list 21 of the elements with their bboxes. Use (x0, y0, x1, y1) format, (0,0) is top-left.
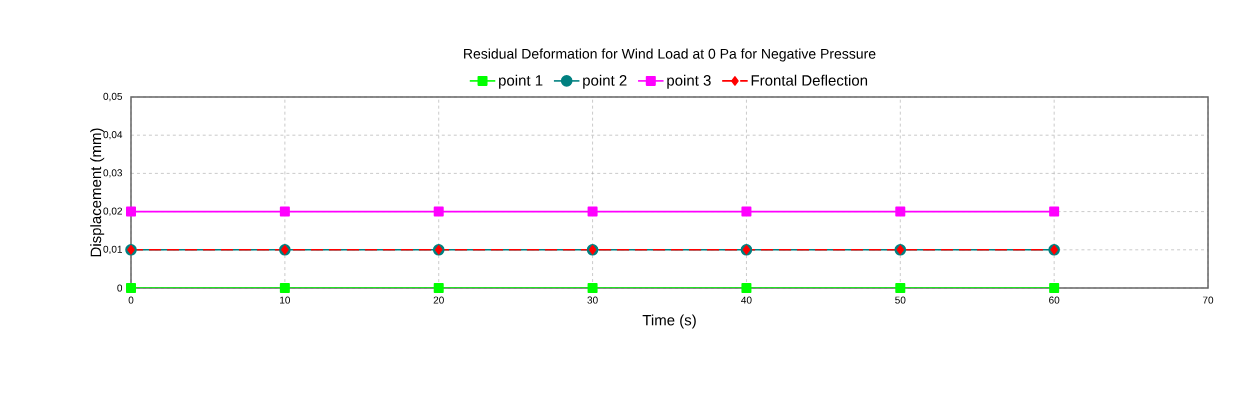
x-tick-label: 50 (895, 296, 906, 304)
y-tick-label: 0,05 (103, 92, 123, 102)
y-tick-label: 0,02 (103, 207, 122, 216)
x-tick-label: 70 (1202, 296, 1214, 304)
x-tick-label: 10 (280, 296, 291, 304)
x-tick-label: 60 (1049, 296, 1060, 304)
x-tick-label: 0 (128, 296, 134, 304)
legend-label: point 2 (583, 74, 627, 89)
x-tick-label: 40 (741, 296, 752, 304)
x-axis-title: Time (s) (642, 314, 696, 329)
y-tick-label: 0,03 (103, 169, 123, 178)
x-tick-label: 30 (587, 296, 598, 304)
y-tick-label: 0,01 (103, 245, 122, 254)
y-tick-label: 0 (117, 284, 123, 292)
chart-title: Residual Deformation for Wind Load at 0 Pa for Negative Pressure (464, 48, 876, 62)
legend-label: Frontal Deflection (751, 74, 868, 86)
x-tick-label: 20 (433, 296, 444, 304)
legend-label: point 1 (499, 74, 543, 89)
y-tick-label: 0,04 (103, 131, 123, 140)
legend-label: point 3 (667, 74, 711, 89)
y-axis-title: Displacement (mm) (90, 128, 105, 257)
